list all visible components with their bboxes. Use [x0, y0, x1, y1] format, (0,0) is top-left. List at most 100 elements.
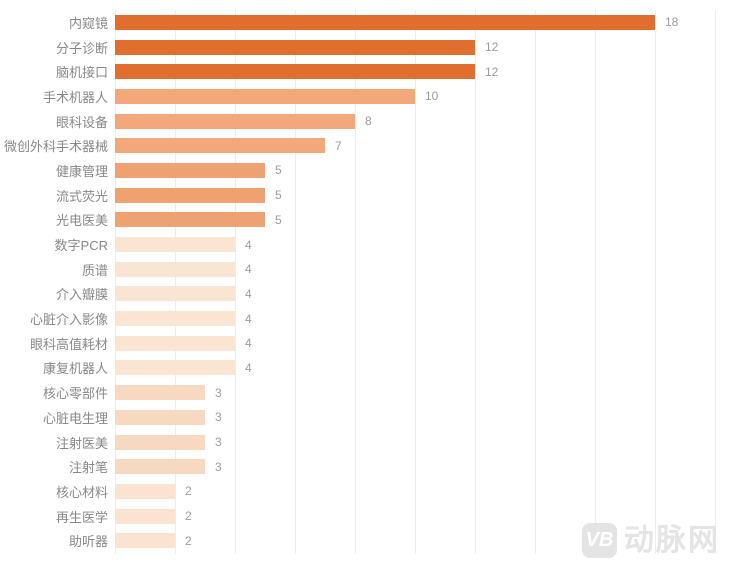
chart-row: 质谱 4 [0, 257, 729, 282]
bar[interactable] [115, 335, 235, 351]
category-label: 眼科设备 [55, 114, 108, 130]
vb-logo-icon: VB [582, 523, 617, 558]
bar[interactable] [115, 434, 205, 450]
chart-row: 微创外科手术器械 7 [0, 133, 729, 158]
value-label: 3 [215, 435, 222, 450]
category-label: 内窥镜 [68, 15, 108, 31]
chart-row: 数字PCR 4 [0, 232, 729, 257]
chart-row: 眼科设备 8 [0, 109, 729, 134]
value-label: 18 [665, 15, 679, 30]
bar[interactable] [115, 64, 475, 80]
chart-row: 光电医美 5 [0, 208, 729, 233]
category-label: 注射医美 [55, 435, 108, 451]
chart-row: 健康管理 5 [0, 158, 729, 183]
category-label: 心脏介入影像 [29, 312, 108, 328]
watermark-brand-text: 动脉网 [624, 523, 720, 557]
bar[interactable] [115, 409, 205, 425]
category-label: 康复机器人 [42, 361, 108, 377]
value-label: 5 [275, 163, 282, 178]
bar-area: 3 [115, 385, 729, 401]
category-label: 微创外科手术器械 [3, 139, 108, 155]
chart-row: 注射医美 3 [0, 430, 729, 455]
value-label: 4 [245, 262, 252, 277]
category-label: 脑机接口 [55, 65, 108, 81]
chart-row: 再生医学 2 [0, 504, 729, 529]
category-label: 流式荧光 [55, 188, 108, 204]
value-label: 5 [275, 212, 282, 227]
bar[interactable] [115, 360, 235, 376]
bar[interactable] [115, 237, 235, 253]
value-label: 4 [245, 237, 252, 252]
bar-chart: 内窥镜 18 分子诊断 12 脑机接口 12 手术机器人 10 眼科设备 8 [0, 10, 729, 556]
chart-row: 内窥镜 18 [0, 10, 729, 35]
bar[interactable] [115, 311, 235, 327]
bar-area: 2 [115, 483, 729, 499]
chart-row: 手术机器人 10 [0, 84, 729, 109]
bar[interactable] [115, 483, 175, 499]
bar[interactable] [115, 286, 235, 302]
bar-area: 4 [115, 311, 729, 327]
value-label: 2 [185, 509, 192, 524]
chart-row: 脑机接口 12 [0, 59, 729, 84]
value-label: 4 [245, 360, 252, 375]
bar[interactable] [115, 14, 655, 30]
category-label: 手术机器人 [42, 89, 108, 105]
bar-area: 5 [115, 212, 729, 228]
value-label: 2 [185, 533, 192, 548]
category-label: 眼科高值耗材 [29, 336, 108, 352]
value-label: 12 [485, 64, 499, 79]
value-label: 3 [215, 410, 222, 425]
category-label: 介入瓣膜 [55, 287, 108, 303]
bar-area: 2 [115, 508, 729, 524]
bar-area: 7 [115, 138, 729, 154]
bar-area: 10 [115, 88, 729, 104]
category-label: 核心材料 [55, 484, 108, 500]
value-label: 7 [335, 138, 342, 153]
bar-area: 3 [115, 459, 729, 475]
bar[interactable] [115, 459, 205, 475]
value-label: 5 [275, 188, 282, 203]
bar[interactable] [115, 508, 175, 524]
value-label: 3 [215, 385, 222, 400]
bar-area: 8 [115, 113, 729, 129]
value-label: 3 [215, 459, 222, 474]
chart-row: 心脏电生理 3 [0, 405, 729, 430]
bar[interactable] [115, 39, 475, 55]
bar[interactable] [115, 261, 235, 277]
chart-row: 介入瓣膜 4 [0, 282, 729, 307]
chart-row: 康复机器人 4 [0, 356, 729, 381]
category-label: 健康管理 [55, 163, 108, 179]
bar[interactable] [115, 113, 355, 129]
value-label: 2 [185, 484, 192, 499]
value-label: 10 [425, 89, 439, 104]
category-label: 质谱 [81, 262, 108, 278]
bar[interactable] [115, 88, 415, 104]
bar[interactable] [115, 162, 265, 178]
bar[interactable] [115, 187, 265, 203]
bar-area: 5 [115, 162, 729, 178]
bar[interactable] [115, 212, 265, 228]
chart-row: 核心零部件 3 [0, 380, 729, 405]
chart-row: 核心材料 2 [0, 479, 729, 504]
bar-area: 4 [115, 360, 729, 376]
value-label: 12 [485, 40, 499, 55]
category-label: 核心零部件 [42, 386, 108, 402]
chart-row: 流式荧光 5 [0, 183, 729, 208]
chart-row: 注射笔 3 [0, 454, 729, 479]
category-label: 注射笔 [68, 460, 108, 476]
category-label: 分子诊断 [55, 40, 108, 56]
bar-area: 4 [115, 237, 729, 253]
bar[interactable] [115, 385, 205, 401]
category-label: 数字PCR [54, 238, 108, 254]
bar-area: 4 [115, 335, 729, 351]
category-label: 光电医美 [55, 213, 108, 229]
bar-area: 4 [115, 286, 729, 302]
chart-row: 眼科高值耗材 4 [0, 331, 729, 356]
value-label: 4 [245, 311, 252, 326]
value-label: 8 [365, 114, 372, 129]
bar[interactable] [115, 138, 325, 154]
category-label: 再生医学 [55, 509, 108, 525]
bar-area: 5 [115, 187, 729, 203]
bar[interactable] [115, 533, 175, 549]
